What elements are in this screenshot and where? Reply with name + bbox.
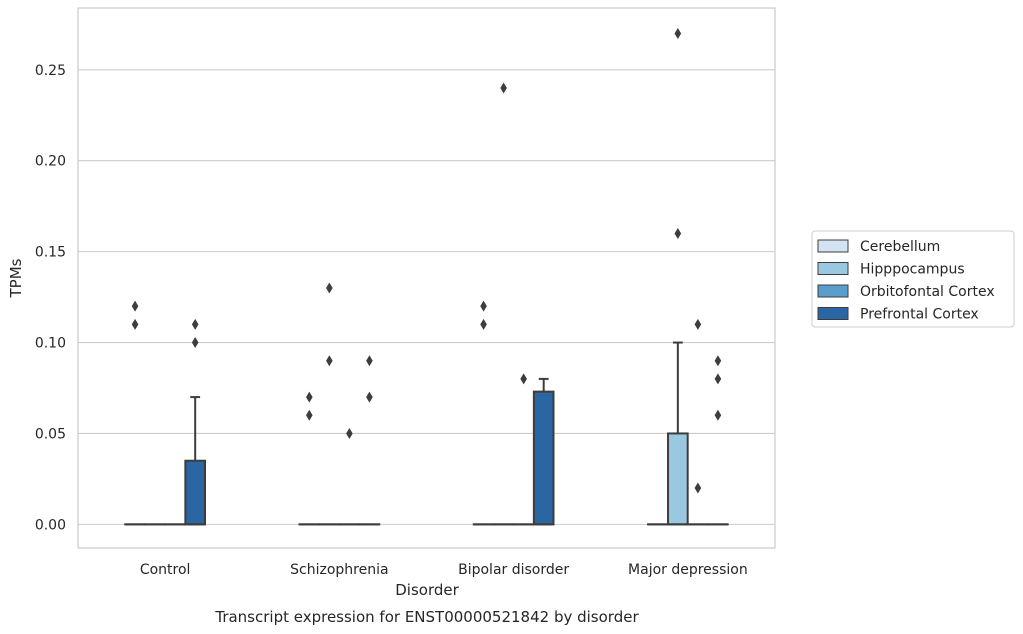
y-tick-label: 0.15 bbox=[35, 245, 66, 261]
outlier-point bbox=[326, 282, 333, 294]
outlier-point bbox=[366, 355, 373, 367]
legend-box bbox=[811, 230, 1015, 328]
outlier-point bbox=[480, 300, 487, 312]
x-tick-label: Control bbox=[140, 562, 191, 578]
legend-label: Prefrontal Cortex bbox=[860, 307, 979, 323]
outlier-point bbox=[714, 355, 722, 367]
x-tick-label: Major depression bbox=[628, 562, 748, 578]
box-cerebellum bbox=[472, 300, 495, 526]
legend-label: Hipppocampus bbox=[860, 262, 965, 278]
box-hipppocampus bbox=[318, 282, 341, 526]
y-tick-label: 0.00 bbox=[35, 517, 66, 533]
box-prefrontal-cortex bbox=[184, 318, 207, 526]
y-tick-labels: 0.00 0.05 0.10 0.15 0.20 0.25 bbox=[35, 63, 66, 534]
box-layer bbox=[124, 27, 729, 526]
box-orbitofontal-cortex bbox=[338, 427, 361, 526]
box-prefrontal-cortex bbox=[532, 377, 555, 526]
outlier-point bbox=[306, 391, 313, 403]
legend-label: Orbitofontal Cortex bbox=[860, 284, 995, 300]
y-tick-label: 0.10 bbox=[35, 336, 66, 352]
box-orbitofontal-cortex bbox=[512, 373, 535, 526]
plot-frame bbox=[77, 7, 776, 549]
box-prefrontal-cortex bbox=[358, 355, 381, 526]
legend-swatch bbox=[817, 262, 849, 275]
outlier-point bbox=[131, 318, 139, 330]
box-hipppocampus bbox=[667, 27, 689, 526]
outlier-point bbox=[714, 373, 722, 385]
x-tick-labels: Control Schizophrenia Bipolar disorder Majo… bbox=[140, 562, 748, 578]
outlier-point bbox=[480, 318, 487, 330]
box-orbitofontal-cortex bbox=[687, 318, 709, 526]
outlier-point bbox=[694, 318, 702, 330]
chart-title: Transcript expression for ENST0000052184… bbox=[214, 608, 639, 626]
outlier-point bbox=[694, 482, 702, 494]
legend-swatch bbox=[817, 239, 849, 253]
box-prefrontal-cortex bbox=[707, 355, 729, 526]
outlier-point bbox=[520, 373, 527, 385]
y-axis-label: TPMs bbox=[7, 258, 25, 298]
outlier-point bbox=[674, 227, 682, 239]
y-tick-label: 0.05 bbox=[35, 426, 66, 442]
legend: Cerebellum Hipppocampus Orbitofontal Corte… bbox=[811, 230, 1015, 328]
outlier-point bbox=[326, 355, 333, 367]
box-hipppocampus bbox=[492, 82, 515, 526]
legend-swatch bbox=[817, 307, 849, 320]
outlier-point bbox=[674, 27, 682, 39]
outlier-point bbox=[306, 409, 313, 421]
x-tick-label: Schizophrenia bbox=[290, 562, 388, 578]
legend-label: Cerebellum bbox=[860, 239, 940, 255]
box-rect bbox=[667, 432, 689, 526]
outlier-point bbox=[500, 82, 507, 94]
box-cerebellum bbox=[298, 391, 321, 526]
outlier-point bbox=[346, 427, 353, 439]
y-tick-label: 0.20 bbox=[35, 154, 66, 170]
x-axis-label: Disorder bbox=[395, 581, 459, 599]
outlier-point bbox=[191, 318, 199, 330]
outlier-point bbox=[191, 337, 199, 349]
box-rect bbox=[184, 459, 207, 526]
box-cerebellum bbox=[124, 300, 146, 526]
outlier-point bbox=[714, 409, 722, 421]
outlier-point bbox=[131, 300, 139, 312]
x-tick-label: Bipolar disorder bbox=[458, 562, 569, 578]
box-rect bbox=[532, 390, 555, 526]
y-tick-label: 0.25 bbox=[35, 63, 66, 79]
outlier-point bbox=[366, 391, 373, 403]
legend-swatch bbox=[817, 284, 849, 298]
